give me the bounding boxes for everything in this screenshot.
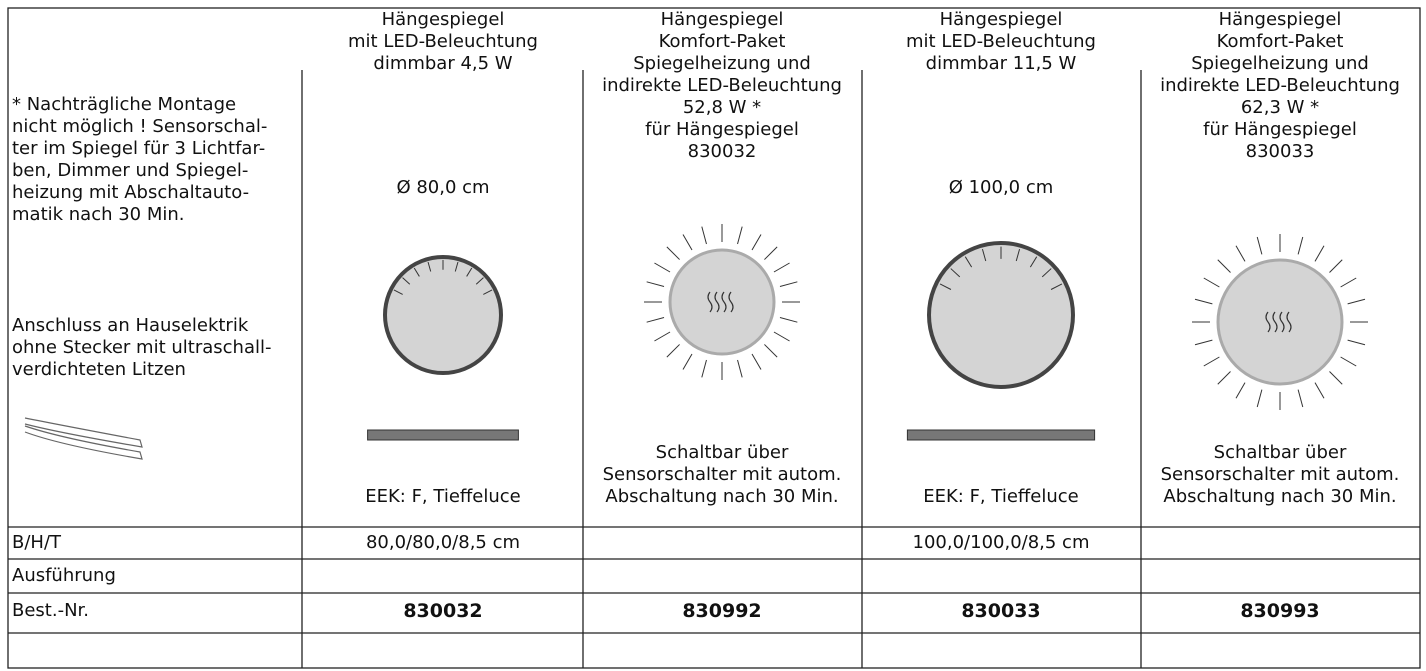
product-title-line: dimmbar 4,5 W — [373, 53, 513, 74]
intro-line: matik nach 30 Min. — [12, 204, 185, 225]
connection-line: Anschluss an Hauselektrik — [12, 315, 249, 336]
dimensions: 80,0/80,0/8,5 cm — [365, 532, 521, 553]
row-label: Ausführung — [12, 565, 116, 586]
order-number: 830033 — [961, 600, 1041, 622]
product-title-line: für Hängespiegel — [1203, 119, 1357, 140]
product-title-line: Hängespiegel — [660, 9, 784, 30]
order-number: 830992 — [682, 600, 762, 622]
product-title-line: 62,3 W * — [1240, 97, 1320, 118]
product-note-line: EEK: F, Tieffeluce — [365, 486, 521, 507]
intro-line: heizung mit Abschaltauto- — [12, 182, 250, 203]
product-title-line: 52,8 W * — [682, 97, 762, 118]
mirror-icon — [906, 241, 1096, 441]
product-title-line: Hängespiegel — [1218, 9, 1342, 30]
product-note-line: Abschaltung nach 30 Min. — [605, 486, 839, 507]
product-note-line: EEK: F, Tieffeluce — [923, 486, 1079, 507]
product-note-line: Sensorschalter mit autom. — [602, 464, 842, 485]
product-title-line: mit LED-Beleuchtung — [348, 31, 538, 52]
intro-line: nicht möglich ! Sensorschal- — [12, 116, 268, 137]
cable-icon — [24, 417, 143, 460]
product-title-line: für Hängespiegel — [645, 119, 799, 140]
product-note-line: Abschaltung nach 30 Min. — [1163, 486, 1397, 507]
product-note-line: Sensorschalter mit autom. — [1160, 464, 1400, 485]
connection-line: ohne Stecker mit ultraschall- — [12, 337, 272, 358]
mirror-icon — [367, 255, 519, 441]
product-title-line: Hängespiegel — [381, 9, 505, 30]
product-title-line: Spiegelheizung und — [633, 53, 811, 74]
intro-line: * Nachträgliche Montage — [12, 94, 237, 115]
product-title-line: Spiegelheizung und — [1191, 53, 1369, 74]
row-label: B/H/T — [12, 532, 62, 553]
product-title-line: indirekte LED-Beleuchtung — [602, 75, 842, 96]
product-title-line: mit LED-Beleuchtung — [906, 31, 1096, 52]
mirror-icon — [1192, 234, 1368, 410]
product-title-line: indirekte LED-Beleuchtung — [1160, 75, 1400, 96]
intro-line: ben, Dimmer und Spiegel- — [12, 160, 249, 181]
order-number: 830993 — [1240, 600, 1320, 622]
product-note-line: Schaltbar über — [655, 442, 789, 463]
product-title-line: Komfort-Paket — [1216, 31, 1344, 52]
connection-line: verdichteten Litzen — [12, 359, 186, 380]
row-label: Best.-Nr. — [12, 600, 90, 621]
product-title-line: Hängespiegel — [939, 9, 1063, 30]
intro-line: ter im Spiegel für 3 Lichtfar- — [12, 138, 266, 159]
order-number: 830032 — [403, 600, 483, 622]
product-title-line: Komfort-Paket — [658, 31, 786, 52]
mirror-icon — [644, 224, 800, 380]
diameter: Ø 100,0 cm — [948, 177, 1054, 198]
dimensions: 100,0/100,0/8,5 cm — [912, 532, 1090, 553]
diameter: Ø 80,0 cm — [396, 177, 490, 198]
product-title-line: dimmbar 11,5 W — [925, 53, 1077, 74]
product-title-line: 830033 — [1245, 141, 1315, 162]
product-title-line: 830032 — [687, 141, 757, 162]
product-note-line: Schaltbar über — [1213, 442, 1347, 463]
